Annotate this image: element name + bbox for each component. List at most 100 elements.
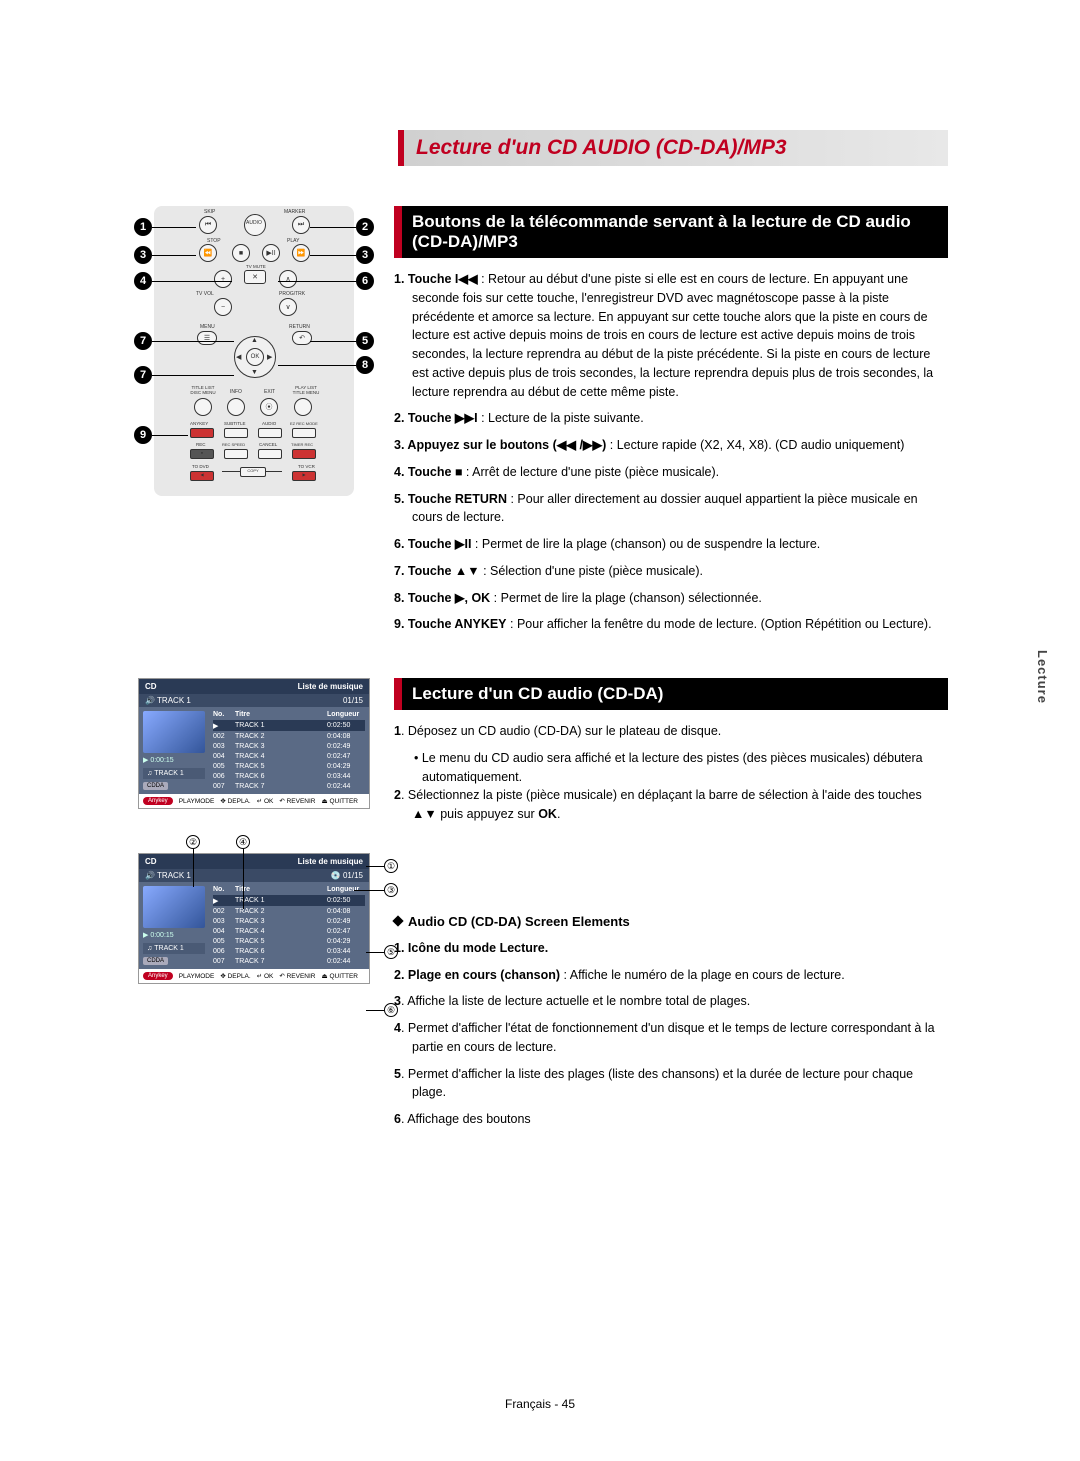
remote-diagram: SKIP MARKER ⏮ AUDIO ⏭ STOP PLAY ⏪ ■ ▶II … — [154, 206, 354, 496]
list-item: 3. Affiche la liste de lecture actuelle … — [394, 992, 948, 1011]
label-marker: MARKER — [284, 209, 305, 215]
cd2-badge: CDDA — [143, 957, 168, 965]
cd-album-art — [143, 711, 205, 753]
cd-row: 003TRACK 30:02:49 — [213, 916, 365, 926]
btn-exit: ⦿ — [260, 398, 278, 416]
callout-line — [310, 341, 356, 342]
cd-row: 006TRACK 60:03:44 — [213, 946, 365, 956]
list-item: 2. Plage en cours (chanson) : Affiche le… — [394, 966, 948, 985]
callout-line — [310, 227, 356, 228]
callout-8: 8 — [356, 356, 374, 374]
anno-3: ③ — [384, 883, 398, 897]
cd-screen-1: CD Liste de musique 🔊 TRACK 1 01/15 ▶ 0:… — [138, 678, 370, 809]
label-tvvol: TV VOL — [196, 291, 214, 297]
section1-heading: Boutons de la télécommande servant à la … — [394, 206, 948, 258]
anno-line — [354, 890, 384, 891]
cd-row: 003TRACK 30:02:49 — [213, 741, 365, 751]
section3-subheading: Audio CD (CD-DA) Screen Elements — [394, 914, 948, 929]
cd-title-left: CD — [145, 682, 157, 691]
btn-next: ⏭ — [292, 216, 310, 234]
btn-audio — [258, 428, 282, 438]
cd2-footer: Anykey PLAYMODE ✥ DEPLA. ↵ OK ↶ REVENIR … — [139, 969, 369, 983]
callout-line — [152, 255, 196, 256]
callout-line — [152, 341, 234, 342]
btn-subtitle — [224, 428, 248, 438]
label-cancel: CANCEL — [259, 442, 277, 447]
label-rec: REC — [196, 442, 206, 447]
callout-line — [278, 365, 356, 366]
callout-1: 1 — [134, 218, 152, 236]
cd2-sub-left: 🔊 TRACK 1 — [145, 871, 191, 880]
cd-row: ▶TRACK 10:02:50 — [213, 895, 365, 906]
cd2-album-art — [143, 886, 205, 928]
list-item: 7. Touche ▲▼ : Sélection d'une piste (pi… — [394, 562, 948, 581]
list-item: 5. Touche RETURN : Pour aller directemen… — [394, 490, 948, 528]
cd-row: 002TRACK 20:04:08 — [213, 906, 365, 916]
label-skip: SKIP — [204, 209, 215, 215]
label-timerrec: TIMER REC — [291, 442, 313, 447]
list-item: 8. Touche ▶, OK : Permet de lire la plag… — [394, 589, 948, 608]
anno-6: ⑥ — [384, 1003, 398, 1017]
list-item: 6. Touche ▶II : Permet de lire la plage … — [394, 535, 948, 554]
nav-up-icon: ▲ — [251, 337, 258, 344]
label-tvmute: TV MUTE — [246, 264, 266, 269]
label-todvd: TO DVD — [192, 464, 209, 469]
callout-line — [152, 375, 234, 376]
section2-body: 1. Déposez un CD audio (CD-DA) sur le pl… — [394, 722, 948, 824]
list-item: 2. Sélectionnez la piste (pièce musicale… — [394, 786, 948, 824]
cd2-title-left: CD — [145, 857, 157, 866]
cd2-table: No.TitreLongueur ▶TRACK 10:02:50002TRACK… — [209, 882, 369, 969]
callout-line — [310, 255, 356, 256]
nav-right-icon: ▶ — [267, 353, 272, 361]
cd-sub-right: 01/15 — [343, 696, 363, 705]
label-audio: AUDIO — [262, 421, 276, 426]
btn-progdn: ∨ — [279, 298, 297, 316]
anno-line — [366, 1010, 384, 1011]
cd-row: 005TRACK 50:04:29 — [213, 936, 365, 946]
btn-copy: COPY — [240, 467, 266, 477]
side-tab: Lecture — [1035, 650, 1050, 704]
cd-badge: CDDA — [143, 782, 168, 790]
nav-down-icon: ▼ — [251, 369, 258, 376]
btn-voldn: − — [214, 298, 232, 316]
list-item: 4. Touche ■ : Arrêt de lecture d'une pis… — [394, 463, 948, 482]
btn-menu: ☰ — [197, 331, 217, 345]
cd-time: ▶ 0:00:15 — [143, 756, 205, 764]
page-footer: Français - 45 — [0, 1397, 1080, 1411]
callout-3a: 3 — [134, 246, 152, 264]
btn-return: ↶ — [292, 331, 312, 345]
cd-label: ♫TRACK 1 — [143, 768, 205, 779]
label-audio-top: AUDIO — [246, 220, 262, 226]
label-play: PLAY — [287, 238, 299, 244]
label-subtitle: SUBTITLE — [224, 421, 246, 426]
btn-ok: OK — [246, 348, 264, 366]
callout-4: 4 — [134, 272, 152, 290]
callout-line — [152, 435, 188, 436]
cd-sub-left: 🔊 TRACK 1 — [145, 696, 191, 705]
label-menu: MENU — [200, 324, 215, 330]
btn-tvmute: ✕ — [244, 270, 266, 284]
list-item: 1. Déposez un CD audio (CD-DA) sur le pl… — [394, 722, 948, 741]
btn-rew: ⏪ — [199, 244, 217, 262]
label-titlelist: TITLE LISTDISC MENU — [189, 386, 217, 395]
cd-row: 007TRACK 70:02:44 — [213, 781, 365, 791]
btn-titlelist — [194, 398, 212, 416]
btn-progup: ∧ — [279, 270, 297, 288]
btn-timerrec — [292, 449, 316, 459]
anno-4: ④ — [236, 835, 250, 849]
callout-5: 5 — [356, 332, 374, 350]
list-item: 5. Permet d'afficher la liste des plages… — [394, 1065, 948, 1103]
label-anykey: ANYKEY — [190, 421, 208, 426]
cd2-label: ♫TRACK 1 — [143, 943, 205, 954]
btn-cancel — [258, 449, 282, 459]
callout-line — [152, 227, 196, 228]
main-title: Lecture d'un CD AUDIO (CD-DA)/MP3 — [398, 130, 948, 166]
btn-tovcr: ▶ — [292, 471, 316, 481]
btn-anykey — [190, 428, 214, 438]
callout-6: 6 — [356, 272, 374, 290]
btn-playlist — [294, 398, 312, 416]
cd2-time: ▶ 0:00:15 — [143, 931, 205, 939]
list-item: 9. Touche ANYKEY : Pour afficher la fenê… — [394, 615, 948, 634]
anno-line — [243, 849, 244, 909]
btn-ff: ⏩ — [292, 244, 310, 262]
